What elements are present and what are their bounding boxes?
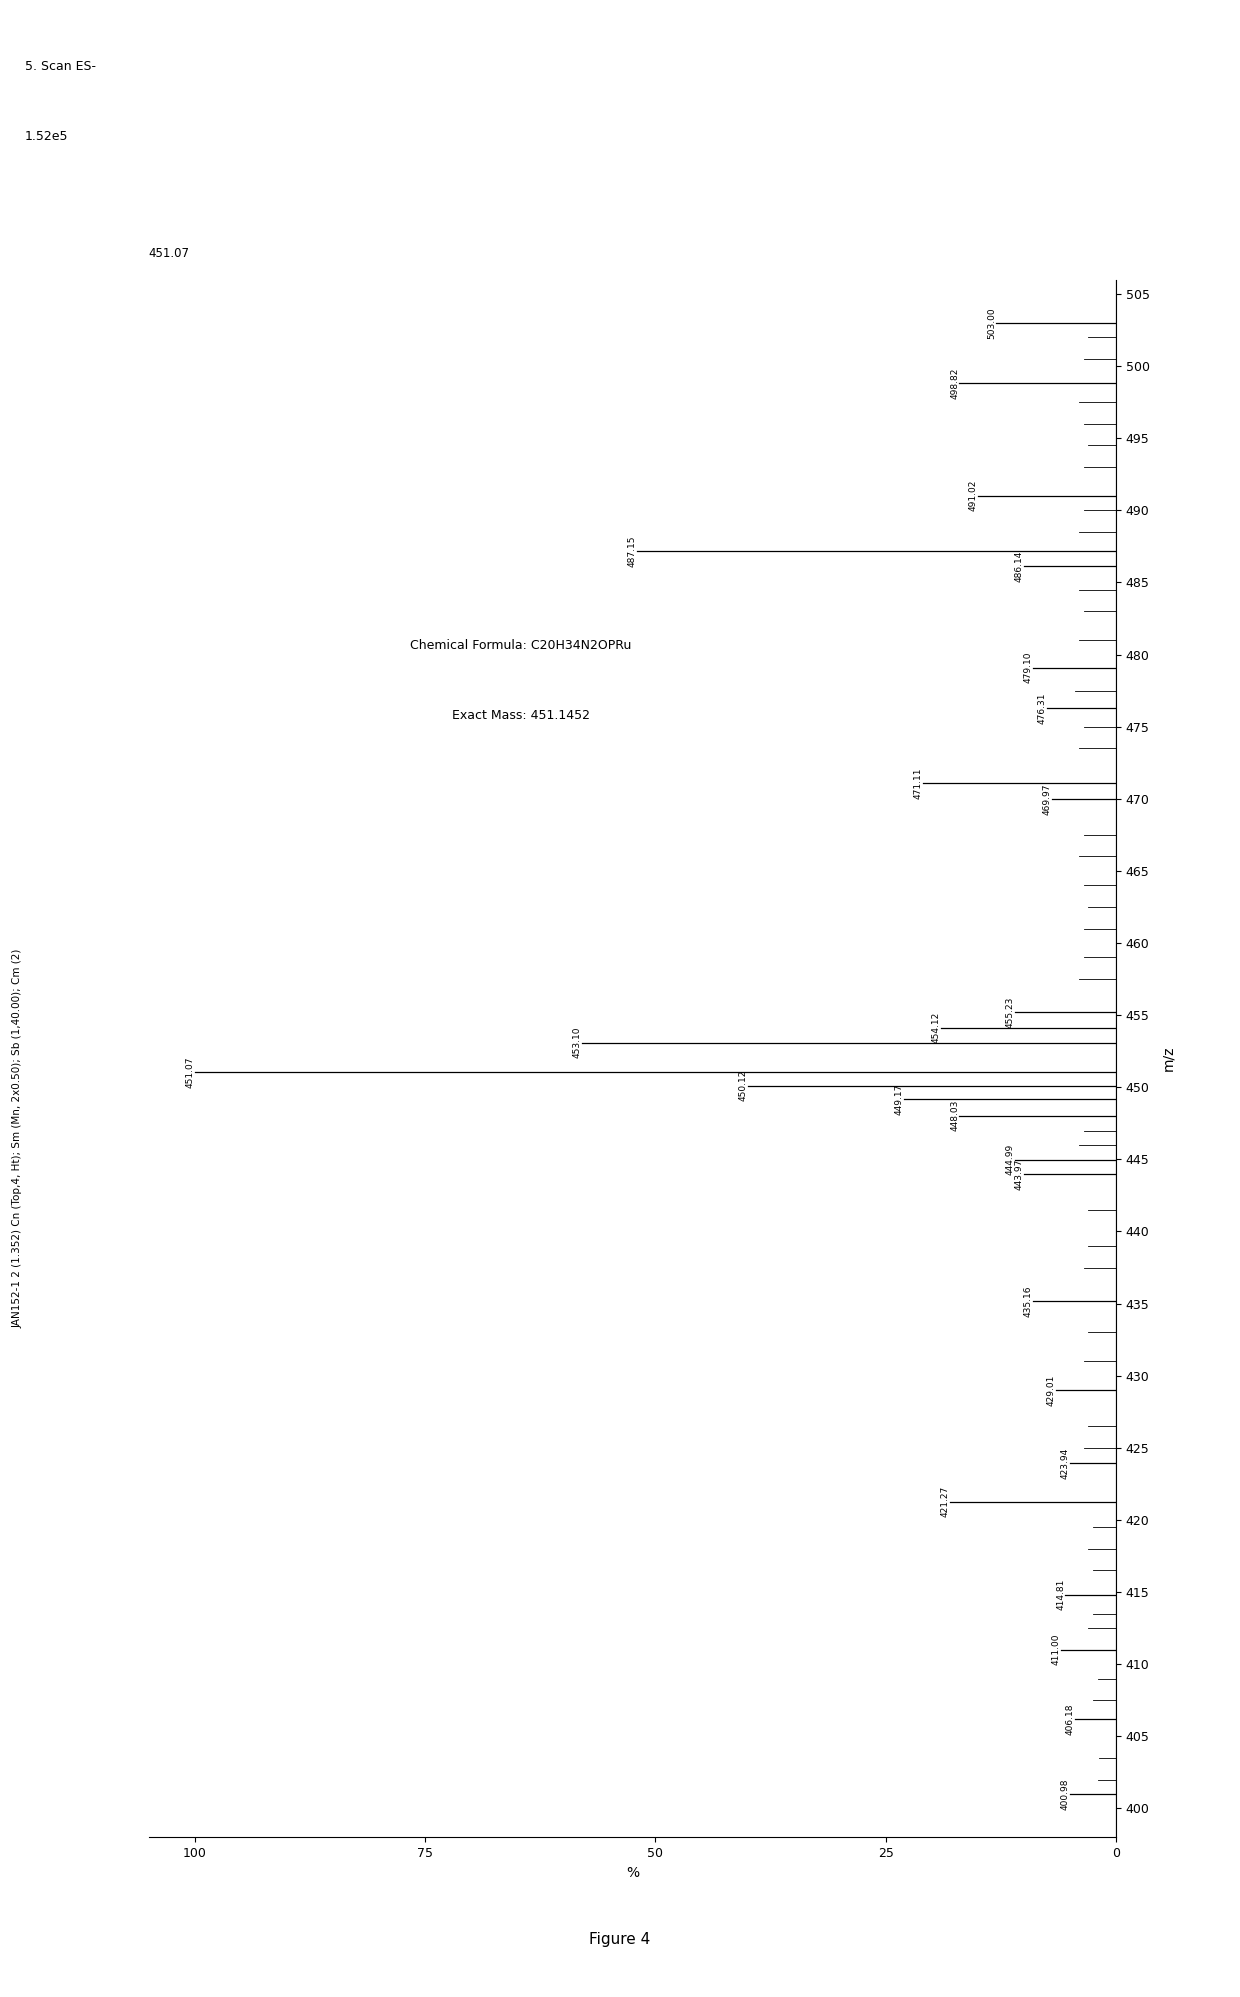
Text: 450.12: 450.12 bbox=[738, 1070, 748, 1100]
Text: 451.07: 451.07 bbox=[186, 1056, 195, 1088]
Text: 479.10: 479.10 bbox=[1024, 651, 1033, 683]
Text: 486.14: 486.14 bbox=[1014, 551, 1024, 581]
Text: 423.94: 423.94 bbox=[1060, 1448, 1070, 1478]
Text: 411.00: 411.00 bbox=[1052, 1634, 1060, 1665]
X-axis label: %: % bbox=[626, 1865, 639, 1879]
Text: 414.81: 414.81 bbox=[1056, 1580, 1065, 1610]
Text: 487.15: 487.15 bbox=[627, 535, 637, 567]
Text: 5. Scan ES-: 5. Scan ES- bbox=[25, 60, 95, 74]
Text: 443.97: 443.97 bbox=[1014, 1158, 1024, 1190]
Text: 1.52e5: 1.52e5 bbox=[25, 130, 68, 144]
Text: 448.03: 448.03 bbox=[950, 1100, 960, 1132]
Text: 491.02: 491.02 bbox=[968, 479, 977, 511]
Text: 444.99: 444.99 bbox=[1006, 1144, 1014, 1174]
Text: Figure 4: Figure 4 bbox=[589, 1931, 651, 1947]
Text: JAN152-1 2 (1.352) Cn (Top,4, Ht); Sm (Mn, 2x0.50); Sb (1,40.00); Cm (2): JAN152-1 2 (1.352) Cn (Top,4, Ht); Sm (M… bbox=[12, 949, 22, 1328]
Text: 455.23: 455.23 bbox=[1006, 997, 1014, 1028]
Text: 453.10: 453.10 bbox=[573, 1026, 582, 1058]
Text: 454.12: 454.12 bbox=[931, 1012, 941, 1044]
Text: Exact Mass: 451.1452: Exact Mass: 451.1452 bbox=[451, 709, 590, 723]
Text: 449.17: 449.17 bbox=[895, 1084, 904, 1114]
Y-axis label: m/z: m/z bbox=[1161, 1046, 1174, 1070]
Text: 469.97: 469.97 bbox=[1043, 783, 1052, 815]
Text: 476.31: 476.31 bbox=[1038, 693, 1047, 723]
Text: 435.16: 435.16 bbox=[1024, 1286, 1033, 1318]
Text: Chemical Formula: C20H34N2OPRu: Chemical Formula: C20H34N2OPRu bbox=[410, 639, 631, 653]
Text: 421.27: 421.27 bbox=[941, 1486, 950, 1518]
Text: 400.98: 400.98 bbox=[1060, 1779, 1070, 1809]
Text: 498.82: 498.82 bbox=[950, 367, 960, 399]
Text: 429.01: 429.01 bbox=[1047, 1374, 1056, 1406]
Text: 451.07: 451.07 bbox=[149, 246, 190, 260]
Text: 471.11: 471.11 bbox=[914, 767, 923, 799]
Text: 503.00: 503.00 bbox=[987, 308, 996, 339]
Text: 406.18: 406.18 bbox=[1065, 1703, 1074, 1735]
